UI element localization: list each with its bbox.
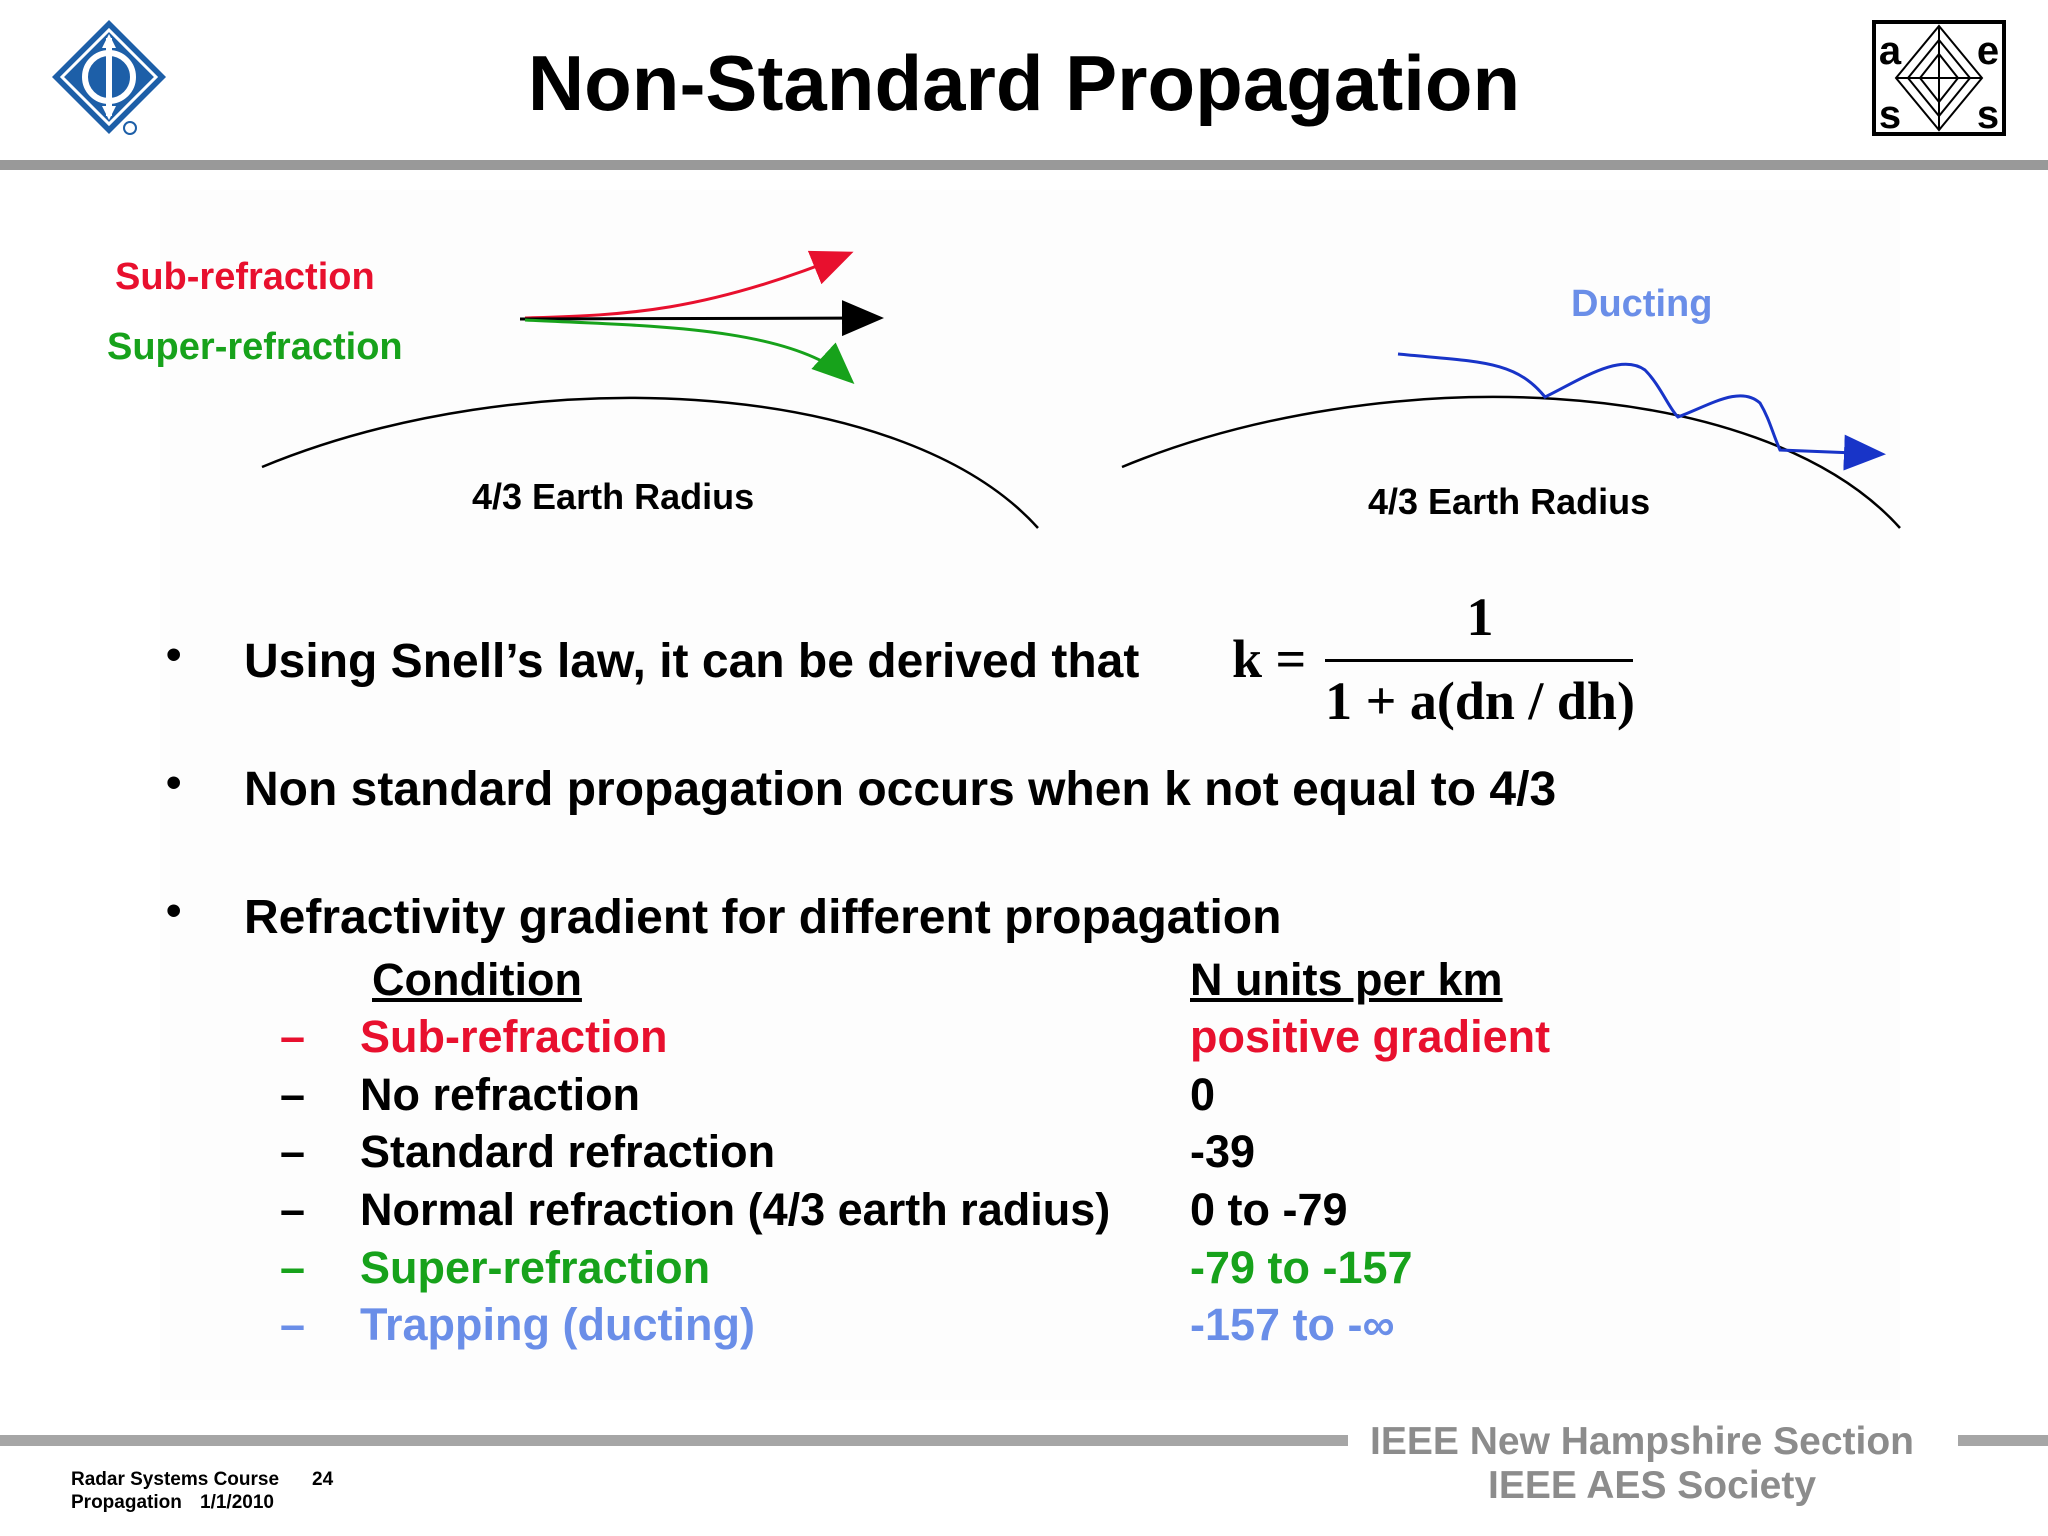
row-value: -39 [1190, 1126, 1256, 1177]
svg-text:e: e [1977, 29, 1999, 73]
ieee-diamond-icon [52, 20, 166, 135]
footer-topic: Propagation [71, 1492, 182, 1513]
ducting-label: Ducting [1571, 283, 1713, 325]
formula-numerator: 1 [1466, 587, 1494, 647]
formula-fraction-bar [1325, 659, 1633, 662]
bullet-dot: • [166, 758, 182, 807]
row-dash: – [280, 1069, 306, 1120]
propagation-diagram [261, 250, 1901, 529]
footer-date: 1/1/2010 [200, 1492, 274, 1513]
slide-title: Non-Standard Propagation [527, 39, 1521, 127]
left-radius-label: 4/3 Earth Radius [472, 476, 755, 517]
row-condition: Standard refraction [360, 1126, 776, 1177]
header-divider [0, 160, 2048, 170]
row-value: 0 to -79 [1190, 1184, 1348, 1235]
formula-denominator: 1 + a(dn / dh) [1325, 671, 1635, 731]
row-dash: – [280, 1126, 306, 1177]
row-dash: – [280, 1184, 306, 1235]
content-area [160, 190, 1900, 1400]
bullet-snells-law: Using Snell’s law, it can be derived tha… [244, 635, 1140, 688]
sub-refraction-ray [524, 250, 854, 320]
footer-page-number: 24 [312, 1469, 334, 1490]
formula-lhs: k = [1232, 629, 1307, 689]
bullet-dot: • [166, 630, 182, 679]
super-refraction-label: Super-refraction [107, 326, 403, 368]
row-condition: No refraction [360, 1069, 641, 1120]
bullet-non-standard: Non standard propagation occurs when k n… [244, 763, 1557, 816]
sub-refraction-label: Sub-refraction [115, 256, 375, 298]
row-dash: – [280, 1299, 306, 1350]
right-earth-arc [1121, 395, 1901, 529]
ieee-logo [48, 16, 170, 138]
footer-divider-right [1958, 1435, 2048, 1446]
header-condition: Condition [372, 954, 582, 1005]
aes-logo: a e s s [1872, 20, 2006, 137]
row-condition: Trapping (ducting) [360, 1299, 755, 1350]
header-units: N units per km [1190, 954, 1503, 1005]
aes-diamond-icon: a e s s [1872, 20, 2006, 137]
row-value: 0 [1190, 1069, 1216, 1120]
footer-divider-left [0, 1435, 1348, 1446]
super-refraction-ray [524, 318, 855, 385]
row-value: -157 to -∞ [1190, 1299, 1395, 1350]
bullet-refractivity: Refractivity gradient for different prop… [244, 891, 1282, 944]
row-dash: – [280, 1011, 306, 1062]
row-condition: Super-refraction [360, 1242, 711, 1293]
footer-org-line2: IEEE AES Society [1488, 1464, 1817, 1507]
right-radius-label: 4/3 Earth Radius [1368, 481, 1651, 522]
row-condition: Sub-refraction [360, 1011, 668, 1062]
svg-text:s: s [1879, 93, 1901, 136]
row-value: -79 to -157 [1190, 1242, 1413, 1293]
ducting-ray [1397, 352, 1886, 471]
svg-text:a: a [1879, 29, 1902, 73]
bullet-dot: • [166, 886, 182, 935]
row-dash: – [280, 1242, 306, 1293]
svg-text:s: s [1977, 93, 1999, 136]
standard-ray [519, 300, 884, 337]
row-condition: Normal refraction (4/3 earth radius) [360, 1184, 1111, 1235]
footer-course: Radar Systems Course [71, 1469, 280, 1490]
row-value: positive gradient [1190, 1011, 1551, 1062]
footer-org-line1: IEEE New Hampshire Section [1370, 1420, 1915, 1463]
left-earth-arc [261, 396, 1039, 529]
